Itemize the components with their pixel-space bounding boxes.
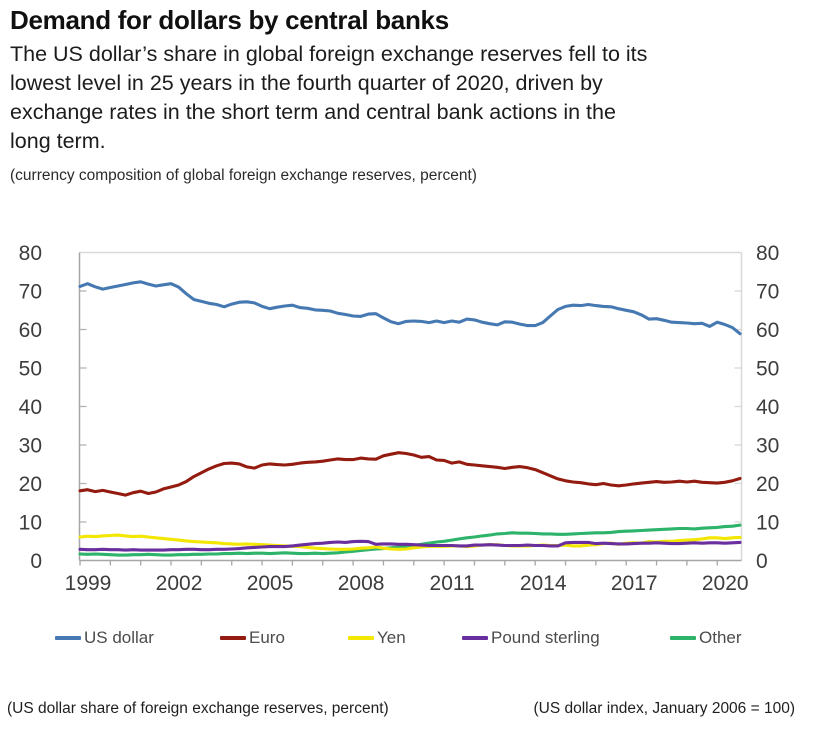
y-axis-label-right: 40 xyxy=(756,396,779,419)
y-axis-label-right: 0 xyxy=(756,550,768,573)
x-axis-label: 2014 xyxy=(520,572,567,595)
legend-label: Other xyxy=(699,628,742,647)
legend-swatch xyxy=(55,636,81,640)
series-line-pound-sterling xyxy=(78,539,742,552)
x-axis-label: 2008 xyxy=(338,572,385,595)
x-axis-label: 2005 xyxy=(247,572,294,595)
footer-caption-right: (US dollar index, January 2006 = 100) xyxy=(533,700,795,717)
legend-label: US dollar xyxy=(84,628,154,647)
x-axis-label: 2011 xyxy=(430,572,475,595)
chart-unit-note: (currency composition of global foreign … xyxy=(10,167,477,184)
x-axis-label: 2020 xyxy=(702,572,749,595)
y-axis-label-left: 50 xyxy=(19,358,42,381)
chart-legend: US dollar Euro Yen Pound sterling Other xyxy=(0,628,832,650)
y-axis-label-left: 60 xyxy=(19,319,42,342)
y-axis-label-left: 20 xyxy=(19,473,42,496)
footer-caption-left: (US dollar share of foreign exchange res… xyxy=(7,700,389,717)
legend-item-yen: Yen xyxy=(348,628,406,648)
y-axis-label-right: 30 xyxy=(756,435,779,458)
x-axis-label: 1999 xyxy=(65,572,112,595)
y-axis-label-left: 10 xyxy=(19,512,42,535)
y-axis-label-right: 60 xyxy=(756,319,779,342)
legend-swatch xyxy=(670,636,696,640)
subtitle-line-1: The US dollar’s share in global foreign … xyxy=(10,42,648,66)
legend-item-other: Other xyxy=(670,628,742,648)
y-axis-label-left: 70 xyxy=(19,281,42,304)
y-axis-label-right: 20 xyxy=(756,473,779,496)
chart-subtitle: The US dollar’s share in global foreign … xyxy=(10,40,820,156)
legend-swatch xyxy=(348,636,374,640)
y-axis-label-right: 80 xyxy=(756,242,779,265)
subtitle-line-2: lowest level in 25 years in the fourth q… xyxy=(10,71,603,95)
page-title: Demand for dollars by central banks xyxy=(10,5,449,35)
y-axis-label-right: 50 xyxy=(756,358,779,381)
legend-swatch xyxy=(462,636,488,640)
legend-label: Euro xyxy=(249,628,285,647)
series-line-us-dollar xyxy=(78,280,742,336)
subtitle-line-3: exchange rates in the short term and cen… xyxy=(10,100,616,124)
series-line-euro xyxy=(78,451,742,497)
y-axis-label-left: 80 xyxy=(19,242,42,265)
legend-label: Yen xyxy=(377,628,406,647)
legend-item-us-dollar: US dollar xyxy=(55,628,154,648)
x-axis-label: 2017 xyxy=(611,572,658,595)
y-axis-label-right: 10 xyxy=(756,512,779,535)
x-axis-label: 2002 xyxy=(156,572,203,595)
subtitle-line-4: long term. xyxy=(10,129,106,153)
y-axis-label-left: 0 xyxy=(30,550,42,573)
y-axis-label-right: 70 xyxy=(756,281,779,304)
legend-label: Pound sterling xyxy=(491,628,600,647)
legend-swatch xyxy=(220,636,246,640)
y-axis-label-left: 30 xyxy=(19,435,42,458)
legend-item-pound-sterling: Pound sterling xyxy=(462,628,600,648)
legend-item-euro: Euro xyxy=(220,628,285,648)
y-axis-label-left: 40 xyxy=(19,396,42,419)
